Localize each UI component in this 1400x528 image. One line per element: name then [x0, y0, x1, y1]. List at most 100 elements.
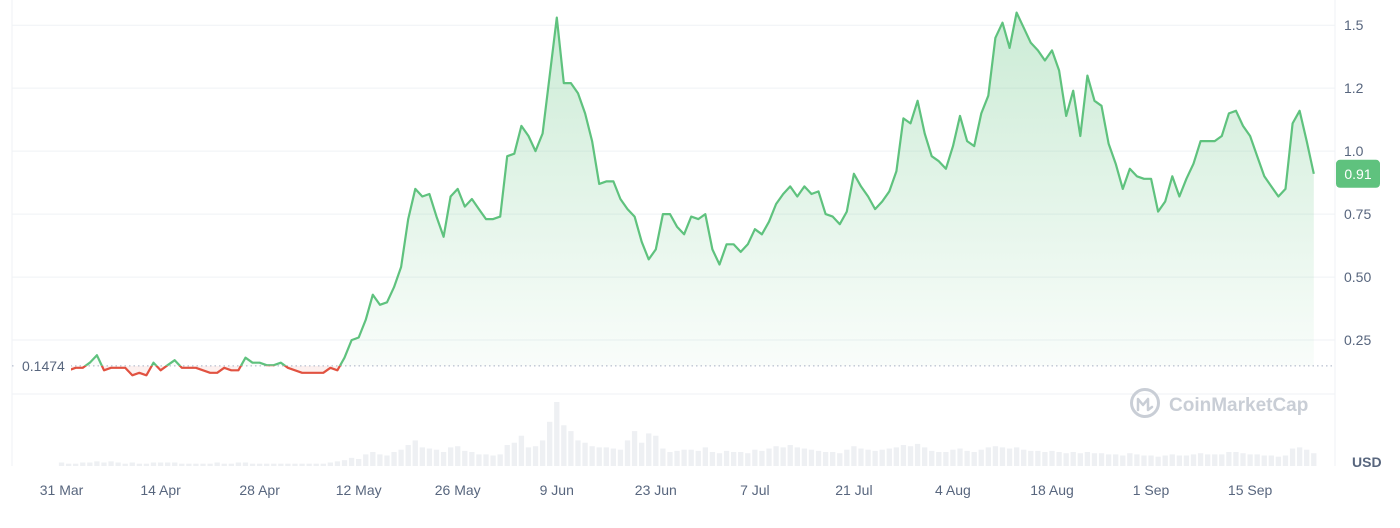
- volume-bar: [971, 452, 977, 466]
- price-point: [1015, 11, 1017, 13]
- price-point: [74, 367, 76, 369]
- price-point: [888, 190, 890, 192]
- price-point: [1263, 175, 1265, 177]
- volume-bar: [660, 448, 666, 466]
- price-point: [831, 215, 833, 217]
- price-point: [846, 210, 848, 212]
- volume-bar: [518, 435, 525, 466]
- volume-bar: [129, 462, 135, 466]
- volume-bar: [858, 448, 864, 466]
- volume-bar: [589, 446, 595, 466]
- price-point: [754, 228, 756, 230]
- volume-bar: [929, 450, 935, 466]
- volume-bar: [1304, 449, 1310, 466]
- price-point: [188, 367, 190, 369]
- volume-bar: [879, 449, 885, 466]
- volume-bar: [709, 452, 716, 466]
- volume-bar: [830, 452, 836, 466]
- volume-bar: [419, 447, 425, 466]
- price-point: [117, 367, 119, 369]
- price-point: [740, 251, 742, 253]
- price-point: [619, 198, 621, 200]
- price-point: [110, 367, 112, 369]
- volume-bar: [730, 452, 737, 466]
- volume-bar: [1311, 453, 1317, 466]
- volume-bar: [1212, 454, 1218, 466]
- price-point: [980, 112, 982, 114]
- y-tick-label: 0.75: [1344, 206, 1371, 222]
- volume-bar: [122, 463, 128, 466]
- price-point: [1143, 178, 1145, 180]
- price-point: [96, 354, 98, 356]
- volume-bar: [490, 455, 496, 466]
- price-point: [386, 301, 388, 303]
- price-point: [704, 213, 706, 215]
- volume-bar: [773, 446, 779, 466]
- price-point: [393, 286, 395, 288]
- volume-bar: [702, 447, 708, 466]
- price-point: [145, 374, 147, 376]
- price-point: [124, 367, 126, 369]
- price-point: [1107, 142, 1109, 144]
- price-point: [131, 374, 133, 376]
- price-point: [216, 372, 218, 374]
- volume-bar: [172, 462, 178, 466]
- volume-bar: [985, 447, 991, 466]
- price-point: [1008, 47, 1010, 49]
- price-point: [103, 369, 105, 371]
- price-point: [138, 372, 140, 374]
- price-point: [648, 258, 650, 260]
- price-point: [1058, 69, 1060, 71]
- price-point: [612, 180, 614, 182]
- price-point: [315, 372, 317, 374]
- price-point: [718, 263, 720, 265]
- volume-bar: [1169, 454, 1175, 466]
- volume-bar: [214, 462, 220, 466]
- price-point: [591, 140, 593, 142]
- price-point: [1192, 163, 1194, 165]
- price-point: [1093, 100, 1095, 102]
- volume-bar: [193, 463, 199, 466]
- volume-bar: [150, 462, 157, 466]
- watermark-text: CoinMarketCap: [1169, 395, 1308, 416]
- price-point: [548, 74, 550, 76]
- price-area-up: [61, 12, 1314, 366]
- price-point: [1185, 178, 1187, 180]
- price-point: [931, 155, 933, 157]
- price-point: [336, 369, 338, 371]
- price-point: [1001, 21, 1003, 23]
- price-point: [824, 213, 826, 215]
- volume-bar: [525, 447, 532, 466]
- volume-bar: [752, 449, 758, 466]
- price-point: [195, 367, 197, 369]
- price-point: [1030, 42, 1032, 44]
- price-point: [449, 195, 451, 197]
- volume-bar: [101, 462, 107, 466]
- volume-bar: [1204, 454, 1211, 466]
- price-point: [237, 369, 239, 371]
- volume-bar: [313, 463, 319, 466]
- volume-bar: [221, 463, 227, 466]
- price-point: [1122, 188, 1124, 190]
- price-point: [1086, 74, 1088, 76]
- volume-bar: [1176, 455, 1183, 466]
- volume-bar: [780, 447, 786, 466]
- volume-bar: [1219, 454, 1225, 466]
- volume-bar: [327, 462, 334, 466]
- volume-bar: [377, 454, 383, 466]
- price-point: [379, 304, 381, 306]
- price-point: [174, 359, 176, 361]
- volume-bar: [695, 450, 701, 466]
- volume-bar: [87, 462, 93, 466]
- volume-bar: [688, 449, 694, 466]
- price-point: [372, 294, 374, 296]
- price-point: [1270, 185, 1272, 187]
- coinmarketcap-watermark: CoinMarketCap: [1130, 388, 1308, 418]
- price-point: [1072, 89, 1074, 91]
- price-line-up: [60, 11, 1315, 366]
- volume-bar: [1226, 452, 1232, 466]
- volume-bar: [808, 449, 815, 466]
- volume-bar: [1275, 456, 1282, 466]
- price-point: [209, 372, 211, 374]
